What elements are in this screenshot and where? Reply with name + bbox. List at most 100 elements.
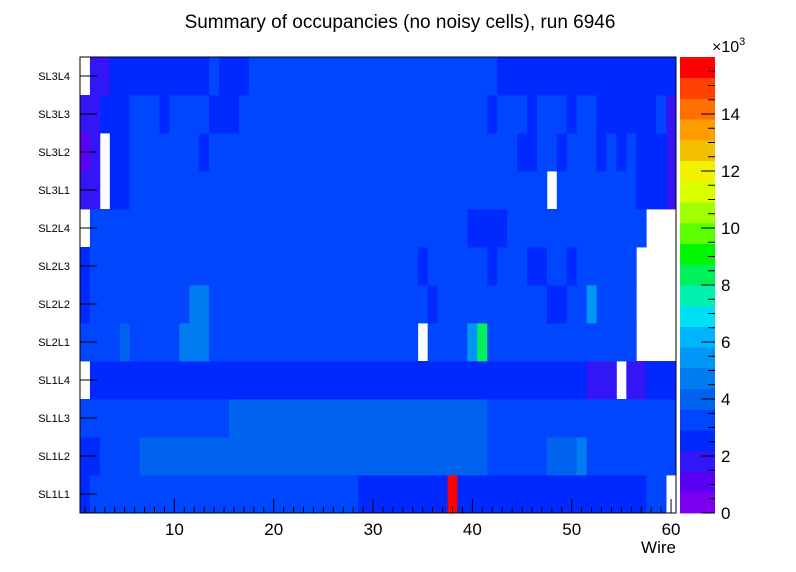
heatmap-cell	[209, 323, 309, 362]
heatmap-cell	[248, 57, 498, 96]
heatmap-cell	[556, 171, 637, 210]
heatmap-cell	[189, 399, 220, 438]
color-scale-band	[680, 450, 715, 472]
heatmap-cell	[566, 133, 597, 172]
heatmap-cell	[427, 323, 468, 362]
color-scale-band	[680, 139, 715, 162]
heatmap-cell	[546, 399, 558, 438]
heatmap-cell	[586, 437, 677, 476]
color-scale-band	[680, 347, 715, 369]
color-scale-exponent-power: 3	[739, 36, 745, 48]
heatmap-cell	[666, 171, 677, 210]
x-axis-label: Wire	[641, 538, 676, 557]
heatmap-cell	[487, 399, 538, 438]
color-scale-tick-label: 10	[721, 219, 740, 238]
heatmap-cell	[229, 57, 250, 96]
y-tick-label: SL2L3	[38, 261, 70, 273]
heatmap-cell	[129, 133, 200, 172]
heatmap-cell	[447, 475, 458, 514]
heatmap-cell	[159, 209, 299, 248]
heatmap-cell	[89, 209, 150, 248]
color-scale-tick-label: 0	[721, 504, 730, 523]
color-scale-tick-label: 6	[721, 333, 730, 352]
heatmap-cell	[606, 133, 617, 172]
heatmap-cell	[566, 285, 587, 324]
color-scale-tick-label: 4	[721, 390, 730, 409]
heatmap-cell	[507, 209, 558, 248]
heatmap-cell	[497, 57, 677, 96]
heatmap-cell	[437, 285, 548, 324]
heatmap-cell	[536, 133, 558, 172]
heatmap-cell	[536, 95, 568, 134]
y-tick-label: SL1L1	[38, 489, 70, 501]
color-scale-exponent: ×103	[712, 36, 745, 56]
color-scale-band	[680, 222, 715, 244]
heatmap-cell	[596, 285, 637, 324]
heatmap-cell	[179, 323, 210, 362]
heatmap-cell	[159, 399, 180, 438]
color-scale-band	[680, 430, 715, 452]
color-scale-band	[680, 77, 715, 99]
heatmap-cell	[229, 399, 488, 438]
x-tick-label: 60	[662, 520, 681, 539]
heatmap-cell	[546, 247, 568, 286]
heatmap-cell	[99, 95, 131, 134]
heatmap-cell	[487, 95, 498, 134]
heatmap-cell	[626, 133, 637, 172]
color-scale-tick-label: 2	[721, 447, 730, 466]
heatmap-cell	[159, 95, 170, 134]
heatmap-cell	[666, 399, 677, 438]
heatmap-cell	[517, 171, 548, 210]
color-scale-band	[680, 492, 715, 514]
heatmap-cell	[308, 323, 419, 362]
heatmap-cell	[527, 95, 538, 134]
heatmap-cell	[99, 437, 121, 476]
color-scale-exponent-base: ×10	[712, 39, 739, 56]
y-tick-label: SL2L1	[38, 337, 70, 349]
heatmap-cell	[298, 209, 468, 248]
heatmap-cell	[109, 133, 131, 172]
heatmap-cell	[487, 247, 498, 286]
heatmap-cell	[109, 171, 131, 210]
heatmap-cell	[517, 323, 637, 362]
heatmap-cell	[89, 361, 588, 400]
heatmap-cell	[149, 209, 160, 248]
heatmap-cell	[536, 399, 548, 438]
heatmap-cell	[427, 285, 438, 324]
heatmap-cell	[467, 209, 508, 248]
y-tick-label: SL2L2	[38, 299, 70, 311]
color-scale-band	[680, 409, 715, 431]
heatmap-cell	[666, 133, 677, 172]
color-scale-band	[680, 243, 715, 265]
y-tick-label: SL2L4	[38, 223, 70, 235]
heatmap-cell	[219, 57, 230, 96]
color-scale-band	[680, 57, 715, 79]
heatmap-cell	[199, 133, 210, 172]
heatmap-cell	[119, 323, 131, 362]
y-tick-label: SL1L4	[38, 375, 70, 387]
color-scale-band	[680, 367, 715, 390]
heatmap-cell	[527, 247, 548, 286]
heatmap-cell	[626, 361, 647, 400]
x-tick-label: 20	[264, 520, 283, 539]
color-scale-tick-label: 12	[721, 162, 740, 181]
heatmap-cell	[209, 95, 240, 134]
color-scale-band	[680, 98, 715, 120]
color-scale-band	[680, 202, 715, 224]
heatmap-cells	[80, 57, 677, 514]
heatmap-cell	[179, 399, 190, 438]
heatmap-cell	[89, 285, 190, 324]
heatmap-cell	[129, 95, 160, 134]
color-scale-band	[680, 264, 715, 286]
y-tick-label: SL3L4	[38, 71, 70, 83]
heatmap-cell	[566, 247, 578, 286]
heatmap-cell	[576, 247, 637, 286]
heatmap-cell	[139, 437, 488, 476]
heatmap-cell	[656, 95, 667, 134]
heatmap-cell	[646, 361, 677, 400]
heatmap-cell	[467, 323, 478, 362]
heatmap-cell	[169, 95, 210, 134]
heatmap-cell	[566, 95, 578, 134]
heatmap-cell	[209, 285, 309, 324]
x-axis: 10 20 30 40 50 60	[84, 499, 681, 539]
